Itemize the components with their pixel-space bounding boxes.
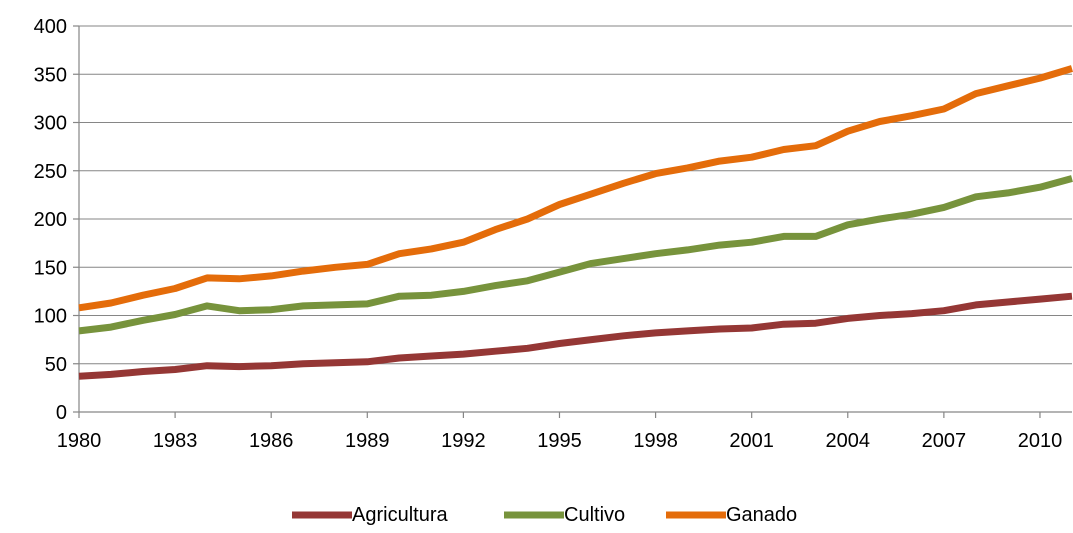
legend-label-agricultura: Agricultura [352, 504, 448, 526]
y-tick-label: 300 [34, 113, 67, 135]
y-tick-labels: 0 50 100 150 200 250 300 350 400 [34, 16, 67, 424]
axes [73, 25, 1072, 418]
x-tick-label: 2010 [1018, 430, 1063, 452]
x-tick-label: 1995 [537, 430, 582, 452]
x-tick-label: 1986 [249, 430, 294, 452]
y-tick-label: 250 [34, 161, 67, 183]
legend-label-cultivo: Cultivo [564, 504, 625, 526]
y-tick-label: 50 [45, 354, 67, 376]
x-tick-label: 1980 [57, 430, 102, 452]
series-line-ganado [78, 65, 1073, 312]
series-line-agricultura [78, 292, 1073, 380]
legend: Agricultura Cultivo Ganado [292, 504, 797, 526]
legend-label-ganado: Ganado [726, 504, 797, 526]
x-tick-label: 1998 [633, 430, 678, 452]
y-tick-label: 100 [34, 306, 67, 328]
x-tick-label: 2001 [729, 430, 774, 452]
series-lines [78, 65, 1073, 380]
x-tick-label: 1992 [441, 430, 486, 452]
series-line-cultivo [78, 175, 1073, 335]
x-tick-label: 1989 [345, 430, 390, 452]
y-tick-label: 150 [34, 257, 67, 279]
x-tick-label: 2004 [826, 430, 871, 452]
y-tick-label: 200 [34, 209, 67, 231]
x-tick-label: 2007 [922, 430, 967, 452]
x-tick-label: 1983 [153, 430, 198, 452]
y-tick-label: 350 [34, 64, 67, 86]
x-tick-labels: 1980 1983 1986 1989 1992 1995 1998 2001 2004 2007… [57, 430, 1062, 452]
y-tick-label: 0 [56, 402, 67, 424]
y-tick-label: 400 [34, 16, 67, 38]
